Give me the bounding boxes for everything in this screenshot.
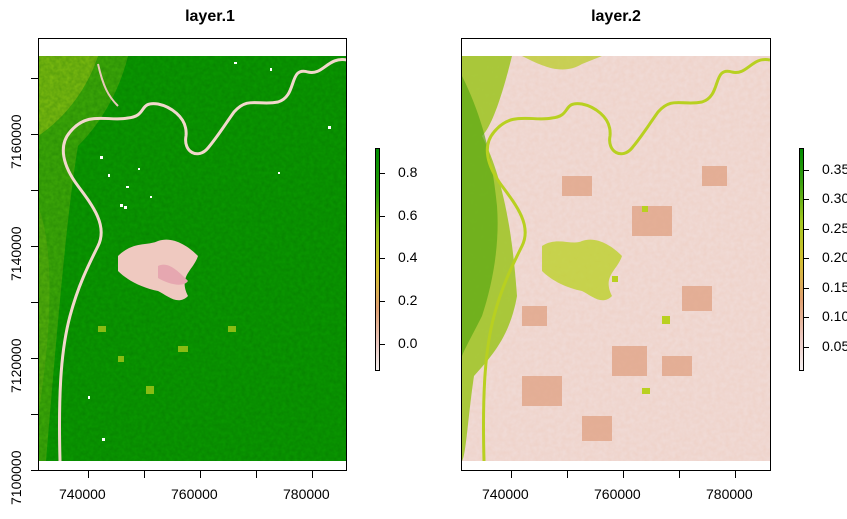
x-tick [312, 471, 313, 478]
legend-tick [380, 173, 385, 174]
legend-label: 0.35 [822, 161, 847, 177]
y-tick-label: 7140000 [8, 226, 24, 281]
y-tick [31, 470, 38, 471]
legend-label: 0.05 [822, 338, 847, 354]
x-tick [735, 471, 736, 478]
legend-colorbar [375, 148, 380, 371]
x-tick-label: 760000 [594, 486, 641, 502]
legend-label: 0.2 [398, 292, 418, 308]
y-tick [31, 190, 38, 191]
panel-title: layer.1 [185, 8, 235, 25]
panel-title: layer.2 [591, 8, 641, 25]
legend-label: 0.15 [822, 279, 847, 295]
legend-label: 0.4 [398, 249, 418, 265]
legend-tick [804, 258, 809, 259]
y-tick [31, 246, 38, 247]
legend-tick [804, 347, 809, 348]
y-tick [31, 134, 38, 135]
x-tick [88, 471, 89, 478]
x-tick [511, 471, 512, 478]
x-tick [679, 471, 680, 478]
x-tick-label: 780000 [706, 486, 753, 502]
raster-layer-2 [462, 56, 770, 461]
plot-frame [38, 38, 347, 471]
y-tick [31, 302, 38, 303]
legend-label: 0.0 [398, 335, 418, 351]
legend-colorbar [799, 148, 804, 371]
x-tick [256, 471, 257, 478]
x-tick-label: 740000 [59, 486, 106, 502]
legend-label: 0.8 [398, 164, 418, 180]
y-tick-label: 7120000 [8, 338, 24, 393]
x-tick [200, 471, 201, 478]
y-tick [31, 414, 38, 415]
legend-tick [804, 170, 809, 171]
legend-tick [380, 301, 385, 302]
plot-frame [461, 38, 771, 471]
legend-tick [804, 317, 809, 318]
x-tick-label: 760000 [171, 486, 218, 502]
x-tick [144, 471, 145, 478]
legend-tick [380, 344, 385, 345]
raster-layer-1 [38, 56, 347, 461]
legend-tick [380, 258, 385, 259]
legend-label: 0.10 [822, 308, 847, 324]
x-tick [567, 471, 568, 478]
legend-label: 0.6 [398, 207, 418, 223]
legend-label: 0.30 [822, 190, 847, 206]
y-tick [31, 358, 38, 359]
x-tick [623, 471, 624, 478]
x-tick-label: 740000 [482, 486, 529, 502]
legend-tick [804, 229, 809, 230]
legend-tick [380, 216, 385, 217]
legend-tick [804, 288, 809, 289]
y-tick-label: 7160000 [8, 114, 24, 169]
legend-label: 0.25 [822, 220, 847, 236]
y-tick-label: 7100000 [8, 450, 24, 505]
y-tick [31, 78, 38, 79]
legend-tick [804, 199, 809, 200]
legend-label: 0.20 [822, 249, 847, 265]
x-tick-label: 780000 [283, 486, 330, 502]
